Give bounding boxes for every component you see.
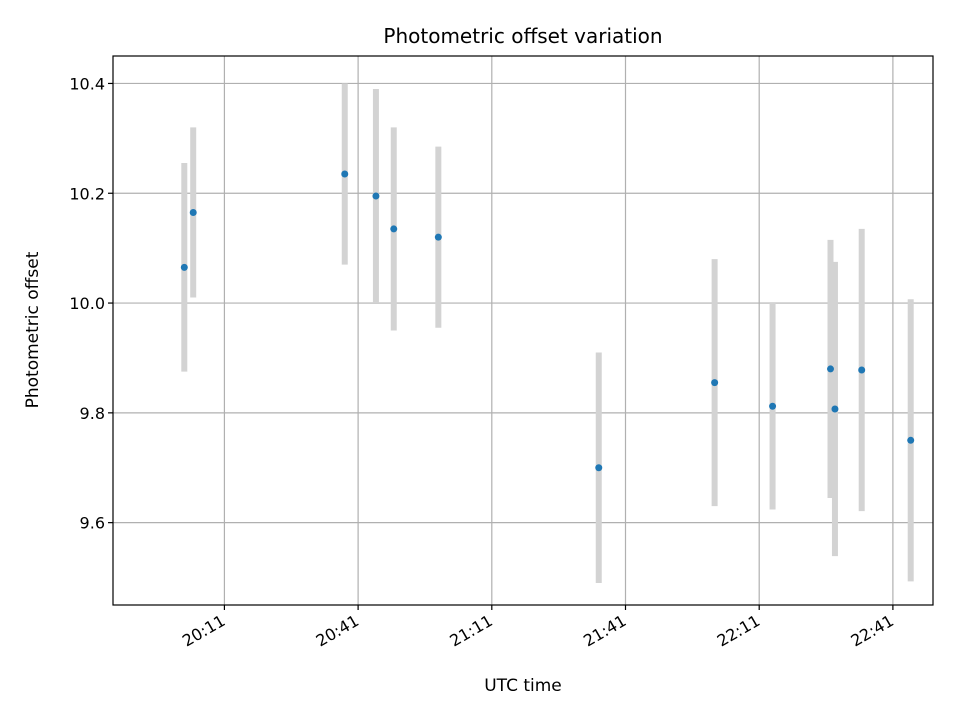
data-point — [595, 464, 603, 472]
grid — [113, 56, 933, 605]
data-point — [769, 402, 777, 410]
y-axis-ticks: 9.6 9.8 10.0 10.2 10.4 — [69, 74, 113, 533]
data-point — [189, 208, 197, 216]
data-point — [372, 192, 380, 200]
data-point — [858, 366, 866, 374]
data-point — [711, 379, 719, 387]
y-tick-label: 10.0 — [69, 294, 105, 313]
data-point — [827, 365, 834, 373]
y-tick-label: 10.4 — [69, 74, 105, 93]
data-point — [831, 405, 839, 413]
data-point — [390, 225, 398, 233]
data-point — [341, 170, 349, 178]
plot-frame — [112, 55, 934, 606]
x-axis-label: UTC time — [484, 676, 562, 696]
data-point — [180, 263, 188, 271]
data-point — [907, 436, 915, 444]
chart-title: Photometric offset variation — [383, 24, 662, 48]
y-axis-label: Photometric offset — [23, 251, 43, 408]
y-tick-label: 10.2 — [69, 184, 105, 203]
data-point — [434, 233, 442, 241]
y-tick-label: 9.6 — [80, 514, 105, 533]
data-points — [180, 170, 915, 472]
y-tick-label: 9.8 — [80, 404, 105, 423]
